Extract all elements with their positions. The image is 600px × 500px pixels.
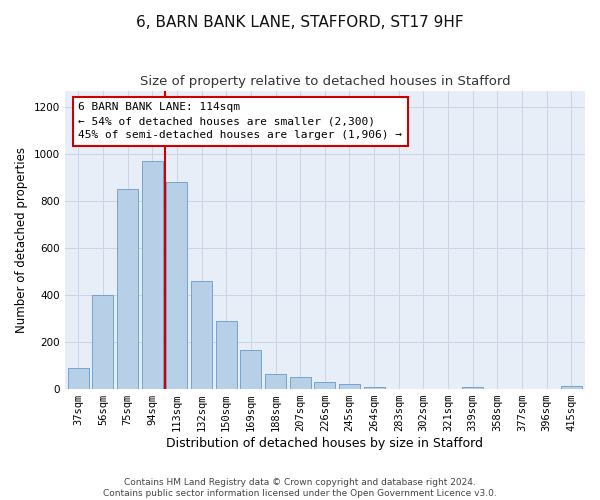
Text: 6, BARN BANK LANE, STAFFORD, ST17 9HF: 6, BARN BANK LANE, STAFFORD, ST17 9HF bbox=[136, 15, 464, 30]
Title: Size of property relative to detached houses in Stafford: Size of property relative to detached ho… bbox=[140, 75, 510, 88]
Y-axis label: Number of detached properties: Number of detached properties bbox=[15, 147, 28, 333]
Bar bbox=[463, 386, 483, 389]
Bar bbox=[364, 386, 385, 389]
Bar bbox=[216, 321, 236, 389]
X-axis label: Distribution of detached houses by size in Stafford: Distribution of detached houses by size … bbox=[166, 437, 484, 450]
Bar bbox=[92, 295, 113, 389]
Bar bbox=[142, 161, 163, 389]
Bar bbox=[241, 350, 262, 389]
Text: Contains HM Land Registry data © Crown copyright and database right 2024.
Contai: Contains HM Land Registry data © Crown c… bbox=[103, 478, 497, 498]
Text: 6 BARN BANK LANE: 114sqm
← 54% of detached houses are smaller (2,300)
45% of sem: 6 BARN BANK LANE: 114sqm ← 54% of detach… bbox=[78, 102, 402, 141]
Bar bbox=[117, 190, 138, 389]
Bar bbox=[314, 382, 335, 389]
Bar bbox=[561, 386, 582, 389]
Bar bbox=[339, 384, 360, 389]
Bar bbox=[166, 182, 187, 389]
Bar bbox=[191, 281, 212, 389]
Bar bbox=[290, 378, 311, 389]
Bar bbox=[265, 374, 286, 389]
Bar bbox=[68, 368, 89, 389]
